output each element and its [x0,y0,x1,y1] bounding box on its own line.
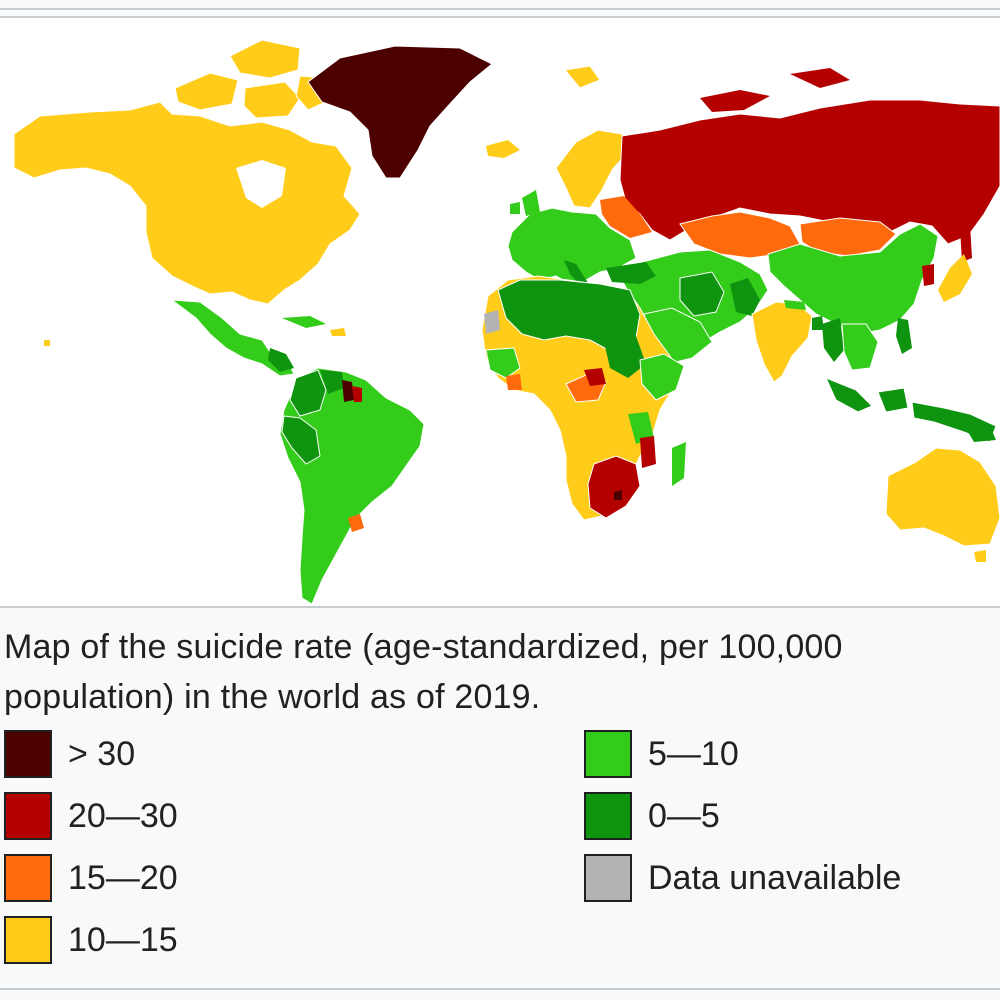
region-lesotho [614,490,622,500]
region-belarus [600,196,652,238]
region-japan [938,254,972,302]
region-haiti [330,328,346,336]
region-myanmar [822,318,844,362]
region-philippines [896,318,912,354]
legend-label: Data unavailable [648,858,902,897]
region-uruguay [348,514,364,532]
region-png [962,422,996,442]
bottom-divider [0,988,1000,990]
region-madagascar [672,442,686,486]
legend-label: > 30 [68,734,136,773]
region-greenland [307,45,493,179]
legend-label: 15—20 [68,858,178,897]
region-guyana [342,380,354,402]
legend-swatch [584,854,632,902]
region-west-africa [485,347,521,379]
world-map[interactable] [0,16,1000,608]
legend-swatch [584,792,632,840]
region-sudan [604,336,646,378]
legend-item-15-20: 15—20 [4,852,178,904]
region-ivory [506,374,522,390]
legend-label: 20—30 [68,796,178,835]
region-peru [281,415,321,465]
region-pakistan [730,278,760,316]
region-australia [885,447,1000,547]
region-uk [522,190,540,216]
region-india [751,301,813,383]
region-iran [679,271,725,317]
region-scandinavia [555,129,627,209]
region-horn [639,353,685,401]
water-hudson-bay [236,160,286,208]
legend-swatch [4,730,52,778]
region-southern-africa [587,455,641,519]
region-russia [619,99,1000,245]
region-west-sahara [484,310,500,334]
region-ireland [510,202,520,214]
legend-item-5-10: 5—10 [584,728,739,780]
region-guatemala [268,348,294,372]
world-map-svg [13,39,1000,605]
legend-label: 0—5 [648,796,720,835]
top-divider [0,8,1000,10]
legend-item-gt30: > 30 [4,728,135,780]
legend-swatch [4,854,52,902]
region-iceland [486,140,520,158]
region-mexico [170,299,295,377]
region-mongolia [799,217,897,257]
region-hawaii [44,340,50,346]
legend-swatch [584,730,632,778]
region-china [767,223,939,335]
region-russia-arctic [700,90,770,112]
region-mozambique [640,436,656,468]
legend-label: 5—10 [648,734,739,773]
region-venezuela [320,370,344,394]
legend-label: 10—15 [68,920,178,959]
region-indonesia [825,377,997,443]
legend-item-10-15: 10—15 [4,914,178,966]
legend-item-data-unavailable: Data unavailable [584,852,901,904]
region-nepal [784,300,806,310]
region-bangladesh [812,316,824,330]
region-north-america [13,101,361,305]
region-tasmania [974,550,986,562]
region-turkey [606,262,656,284]
region-se-asia [841,323,879,371]
legend-item-0-5: 0—5 [584,790,720,842]
region-suriname [352,386,362,402]
legend-item-20-30: 20—30 [4,790,178,842]
region-east-africa [628,412,654,444]
region-sakhalin [960,224,972,262]
region-cameroon [584,368,606,386]
legend-swatch [4,792,52,840]
region-south-america [279,367,425,605]
region-colombia [289,369,327,417]
region-nigeria [538,344,572,378]
region-korea-north [922,264,934,286]
region-canada-arctic [174,39,601,119]
region-novaya [790,68,850,88]
map-caption: Map of the suicide rate (age-standardize… [4,628,843,716]
legend-swatch [4,916,52,964]
region-cuba [282,316,326,328]
